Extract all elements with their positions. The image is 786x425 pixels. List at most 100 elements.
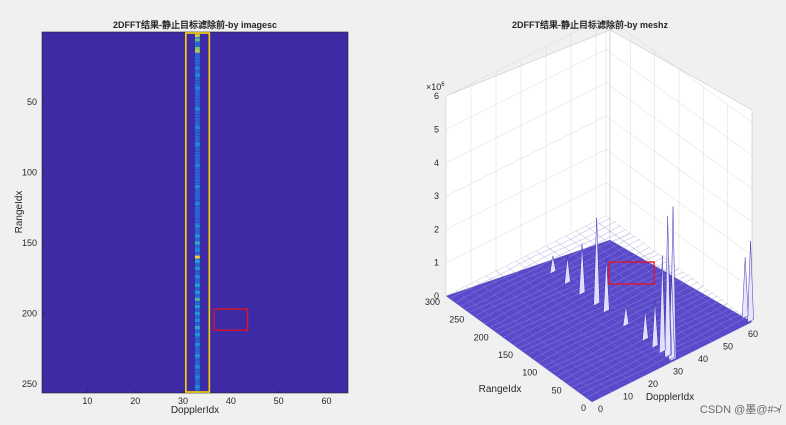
hot-column-cell [195,271,200,274]
hot-column-cell [195,219,200,222]
hot-column-cell [195,302,200,305]
hot-column-cell [195,230,200,233]
hot-column-cell [195,79,200,82]
hotspot-cell [195,266,200,270]
csdn-watermark: CSDN @墨@#≯ [699,404,780,416]
hot-column-cell [195,359,200,361]
hot-column-cell [195,263,200,265]
hot-column-cell [195,383,200,385]
hot-column-cell [195,160,200,163]
heatmap-x-axis-label: DopplerIdx [171,405,219,416]
hot-column-cell [195,191,200,194]
mesh-line [450,217,611,299]
hot-column-cell [195,315,200,318]
hot-column-cell [195,228,200,230]
hot-column-cell [195,357,200,360]
range-tick-label: 150 [498,350,513,360]
hotspot-cell [195,297,200,301]
surface-peak [622,305,630,328]
hot-column-cell [195,63,200,65]
range-tick-label: 300 [425,297,440,307]
hot-column-cell [195,168,200,171]
hot-column-cell [195,350,200,353]
hot-column-cell [195,139,200,141]
hot-column-cell [195,349,200,351]
column-hotspots [195,34,200,389]
hot-column-cell [195,323,200,326]
hot-column-cell [195,192,200,195]
hotspot-cell [195,38,200,42]
hotspot-cell [195,365,200,369]
hot-column-cell [195,175,200,178]
y-grid-line [445,16,607,297]
hot-column-cell [195,339,200,342]
hot-column-cell [195,161,200,164]
mesh-line [504,256,665,338]
mesh-line [494,251,655,331]
hot-column-cell [195,188,200,191]
yellow-highlight-box [185,32,211,393]
hot-column-cell [195,330,200,333]
z-tick-label: 4 [434,158,439,168]
red-highlight-box-surface [608,261,655,285]
hot-column-cell [195,381,200,384]
mesh-line [460,225,621,307]
doppler-tick-label: 0 [598,404,603,414]
mesh-line [518,268,680,348]
surface-peak [741,257,749,319]
hotspot-cell [195,375,200,379]
hot-column-cell [195,216,200,219]
z-tick-label: 2 [434,224,439,234]
hot-column-cell [195,177,200,179]
hot-column-cell [195,44,200,47]
y-tick-label: 100 [22,167,37,177]
z-tick-label: 1 [434,258,439,268]
hot-column-cell [195,361,200,364]
mesh-line [465,229,626,310]
mesh-line [479,238,641,320]
z-tick-label: 5 [434,125,439,135]
hotspot-cell [195,283,200,287]
mesh-line [548,289,709,369]
hot-column-cell [195,133,200,136]
surface-peak [549,255,557,275]
hot-column-cell [195,194,200,196]
surface-peak [593,217,600,307]
y-tick-label: 50 [27,97,37,107]
red-highlight-box [213,308,249,331]
hot-column-cell [195,215,200,218]
hot-column-cell [195,237,200,240]
hotspot-cell [195,290,200,294]
hot-column-cell [195,181,200,184]
mesh-line [475,280,623,388]
surface-peak [659,255,666,354]
hot-column-cell [195,132,200,134]
range-tick-label: 250 [449,315,464,325]
hotspot-cell [195,125,200,129]
hot-column-cell [195,264,200,267]
z-tick-label: 0 [434,291,439,301]
mesh-line [495,270,643,378]
hot-column-cell [195,222,200,225]
hotspot-cell [195,142,200,146]
hot-column-cell [195,105,200,108]
hot-column-cell [195,213,200,216]
hot-column-cell [195,232,200,234]
surface-peak [603,257,610,314]
mesh-line [509,260,670,342]
range-axis-ticks: 0 50 100 150 200 250 300 [425,297,586,413]
surface-peak [664,215,671,358]
hot-column-cell [195,146,200,148]
hotspot-cell [195,34,200,38]
hot-column-cell [195,140,200,143]
hotspot-cell [195,201,200,206]
hotspot-cell [195,311,200,316]
hot-column-cell [195,309,200,312]
hot-column-cell [195,287,200,289]
hot-column-cell [195,118,200,120]
doppler-tick-label: 50 [723,342,733,352]
hot-column-cell [195,41,200,44]
hotspot-cell [195,185,200,189]
hot-column-cell [195,115,200,117]
hot-column-cell [195,295,200,298]
